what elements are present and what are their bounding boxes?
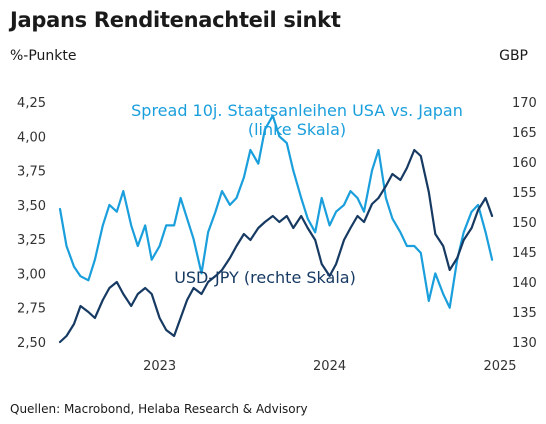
y-left-tick-label: 4,00 [17, 130, 46, 145]
usdjpy-series-label: USD-JPY (rechte Skala) [174, 268, 356, 287]
y-right-tick-label: 150 [512, 216, 537, 231]
right-axis-title: GBP [499, 48, 528, 64]
y-right-tick-label: 135 [512, 306, 537, 321]
x-tick-label: 2025 [483, 359, 516, 374]
y-right-tick-label: 140 [512, 276, 537, 291]
y-right-tick-label: 165 [512, 126, 537, 141]
spread-series-line [58, 114, 494, 309]
source-note: Quellen: Macrobond, Helaba Research & Ad… [10, 402, 308, 416]
y-left-tick-label: 2,50 [17, 336, 46, 351]
usdjpy-series-line [58, 148, 494, 344]
x-tick-label: 2024 [313, 359, 346, 374]
left-axis-title: %-Punkte [10, 48, 77, 64]
spread-series-label: Spread 10j. Staatsanleihen USA vs. Japan [131, 101, 463, 120]
y-left-tick-label: 3,50 [17, 199, 46, 214]
y-left-tick-label: 3,00 [17, 267, 46, 282]
chart-title: Japans Renditenachteil sinkt [10, 8, 341, 32]
spread-series-label-line2: (linke Skala) [248, 120, 346, 139]
y-left-tick-label: 3,25 [17, 233, 46, 248]
y-right-tick-label: 155 [512, 186, 537, 201]
y-left-tick-label: 4,25 [17, 96, 46, 111]
y-left-tick-label: 2,75 [17, 302, 46, 317]
x-tick-label: 2023 [143, 359, 176, 374]
y-right-tick-label: 145 [512, 246, 537, 261]
y-right-tick-label: 170 [512, 96, 537, 111]
y-right-tick-label: 130 [512, 336, 537, 351]
y-right-tick-label: 160 [512, 156, 537, 171]
y-left-tick-label: 3,75 [17, 165, 46, 180]
